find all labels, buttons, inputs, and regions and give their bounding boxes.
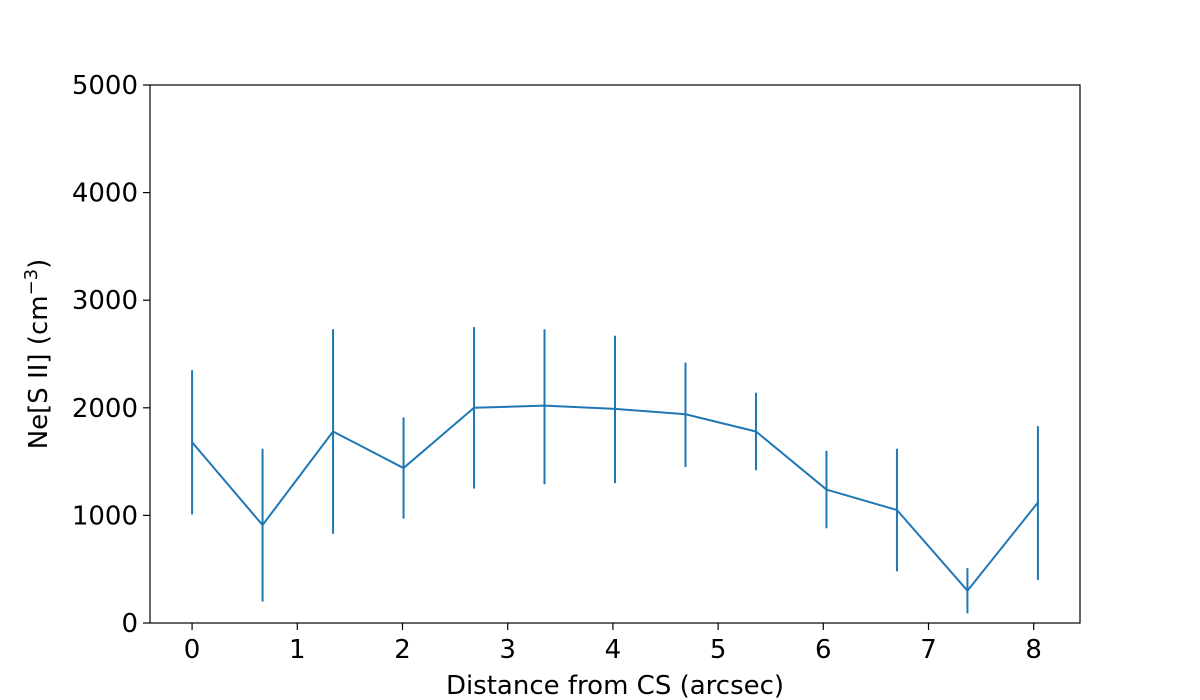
x-tick-label: 3	[499, 635, 516, 665]
x-tick-label: 7	[920, 635, 937, 665]
y-tick-label: 0	[121, 609, 138, 639]
x-tick-label: 2	[394, 635, 411, 665]
y-tick-label: 2000	[72, 394, 138, 424]
y-tick-label: 5000	[72, 71, 138, 101]
x-tick-label: 1	[289, 635, 306, 665]
y-axis-title-close: )	[24, 259, 54, 269]
x-tick-label: 8	[1025, 635, 1042, 665]
plot-frame	[149, 84, 1081, 624]
x-tick-label: 4	[605, 635, 622, 665]
y-tick-label: 1000	[72, 501, 138, 531]
y-tick-label: 3000	[72, 286, 138, 316]
y-tick-label: 4000	[72, 179, 138, 209]
y-axis-title: Ne[S II] (cm−3)	[21, 259, 55, 450]
x-axis: 0 1 2 3 4 5 6 7 8	[184, 623, 1042, 665]
y-axis-title-main: Ne[S II] (cm	[24, 295, 54, 449]
x-tick-label: 6	[815, 635, 832, 665]
y-axis-title-exponent: −3	[21, 269, 42, 296]
x-tick-label: 0	[184, 635, 201, 665]
x-tick-label: 5	[710, 635, 727, 665]
x-axis-title: Distance from CS (arcsec)	[446, 671, 784, 700]
data-marks	[191, 327, 1039, 614]
y-axis: 0 1000 2000 3000 4000 5000	[72, 71, 150, 639]
